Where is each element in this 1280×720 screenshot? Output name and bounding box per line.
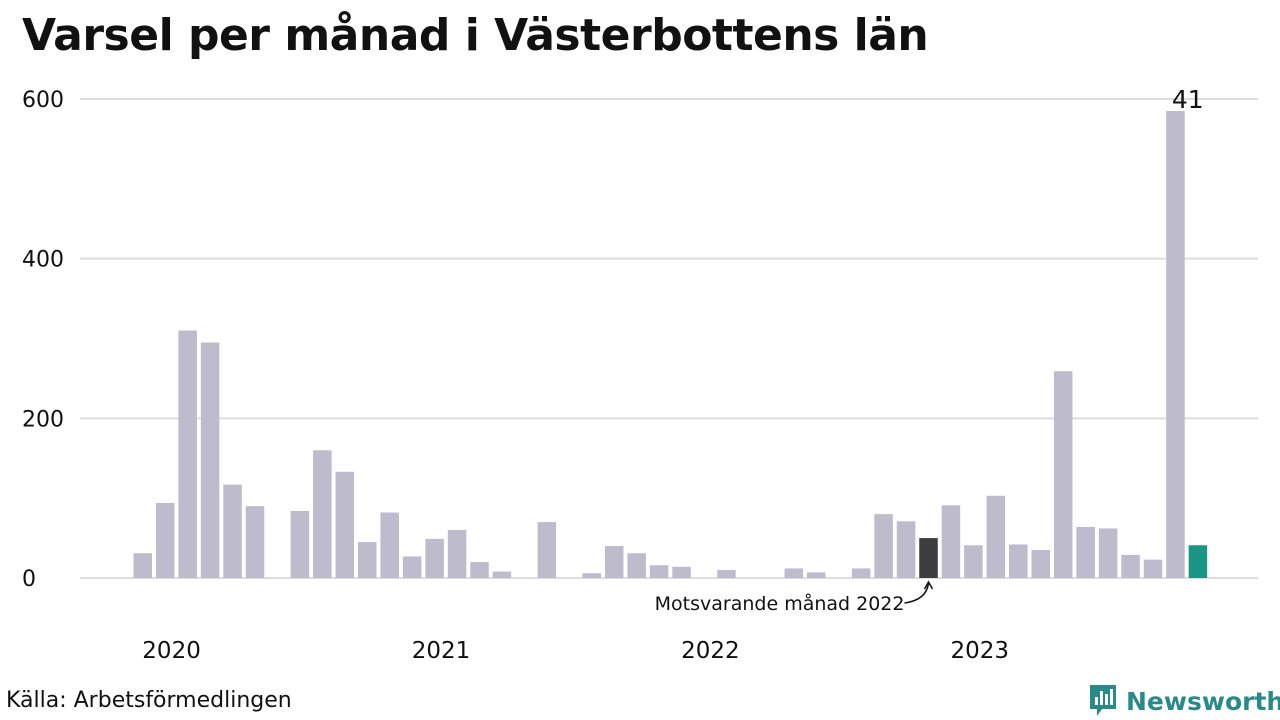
bar — [380, 512, 399, 578]
y-tick-label: 400 — [22, 248, 64, 273]
annotation-text: Motsvarande månad 2022 — [655, 592, 905, 615]
bar — [200, 342, 220, 578]
bar — [649, 565, 669, 578]
bar — [1121, 554, 1140, 578]
bar — [313, 450, 332, 578]
bar — [1031, 550, 1050, 578]
bar — [245, 506, 265, 578]
bar — [358, 542, 377, 578]
bar — [1143, 559, 1163, 578]
bar — [537, 522, 557, 578]
bar — [223, 484, 242, 578]
bar — [964, 545, 983, 578]
bar — [1009, 544, 1028, 578]
bar — [941, 505, 961, 578]
bar — [784, 568, 804, 578]
annotation-arrowhead — [923, 580, 934, 590]
bar — [919, 538, 938, 578]
x-tick-label: 2022 — [681, 638, 740, 664]
bar — [807, 572, 826, 578]
bar — [178, 330, 197, 578]
bar-chart: 0 200 400 600 2020 2021 2022 2023 41 Motsvarande … — [22, 85, 1258, 664]
bar — [290, 510, 310, 578]
x-tick-label: 2020 — [142, 638, 201, 664]
bar — [492, 571, 512, 578]
bar — [1076, 526, 1095, 578]
x-tick-label: 2021 — [412, 638, 471, 664]
bar — [627, 553, 646, 578]
bar — [604, 546, 624, 578]
bar — [133, 553, 152, 578]
source-note: Källa: Arbetsförmedlingen — [6, 688, 292, 713]
bar — [717, 570, 736, 578]
annotation-arrow — [904, 582, 930, 604]
latest-value-label: 41 — [1172, 85, 1204, 114]
bar — [402, 556, 422, 578]
x-tick-label: 2023 — [951, 638, 1010, 664]
bar — [582, 573, 601, 578]
bar — [672, 566, 691, 578]
bar — [851, 568, 871, 578]
y-tick-label: 0 — [22, 567, 36, 592]
bar — [1053, 371, 1073, 578]
y-tick-label: 600 — [22, 88, 64, 113]
bar — [1188, 545, 1208, 578]
bar — [425, 538, 444, 578]
y-tick-label: 200 — [22, 407, 64, 432]
brand-name: Newsworthy — [1126, 686, 1280, 716]
bar — [874, 514, 893, 578]
bar — [470, 562, 489, 578]
chart-title: Varsel per månad i Västerbottens län — [22, 10, 929, 61]
bar — [155, 502, 175, 578]
newsworthy-logo: Newsworthy — [1088, 683, 1280, 719]
newsworthy-icon — [1090, 685, 1116, 716]
bar — [896, 521, 916, 578]
bar — [447, 530, 467, 578]
bar — [335, 471, 355, 578]
bar — [1166, 110, 1185, 578]
bar — [1098, 528, 1118, 578]
bar — [986, 495, 1006, 578]
